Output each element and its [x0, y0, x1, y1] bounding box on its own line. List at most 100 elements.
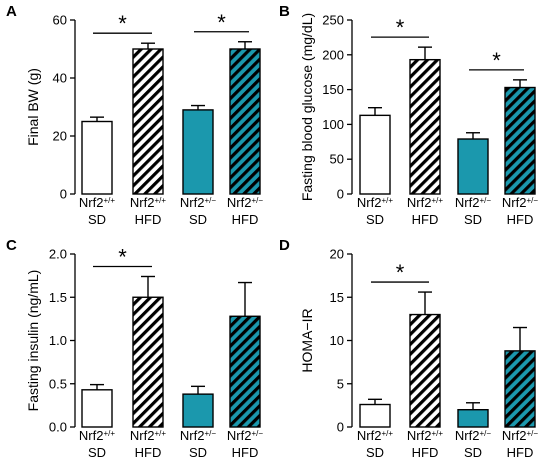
panel-letter: B	[279, 3, 290, 20]
genotype-superscript: +/−	[526, 429, 538, 438]
panel-d: D 0 5 10 15 20 HOMA−IR Nrf2+/+ SD Nrf2+/+ HFD Nrf2+…	[279, 237, 538, 460]
genotype-superscript: +/+	[381, 429, 393, 438]
genotype-superscript: +/+	[431, 196, 443, 205]
bar-sd-0	[81, 120, 113, 195]
category-label-genotype: Nrf2+/+	[130, 195, 166, 210]
category-label-diet: HFD	[232, 445, 259, 460]
category-label-diet: SD	[464, 212, 482, 227]
category-label-diet: SD	[464, 445, 482, 460]
genotype-superscript: +/+	[103, 196, 115, 205]
y-tick-label: 50	[330, 152, 344, 167]
y-axis-title: Fasting insulin (ng/mL)	[25, 270, 41, 412]
category-label-diet: SD	[88, 212, 106, 227]
y-tick-label: 250	[322, 13, 344, 28]
category-label-genotype: Nrf2+/−	[227, 195, 263, 210]
significance-star: *	[217, 10, 226, 35]
significance-star: *	[396, 260, 405, 285]
bar-sd-2	[182, 109, 214, 195]
genotype-superscript: +/+	[154, 196, 166, 205]
bar-sd-2	[457, 409, 489, 428]
y-tick-label: 0	[337, 187, 344, 202]
category-label-genotype: Nrf2+/+	[357, 195, 393, 210]
y-tick-label: 0	[337, 420, 344, 435]
y-tick-label: 0.0	[49, 420, 67, 435]
bar-sd-0	[359, 114, 391, 195]
panel-b: B 0 50 100 150 200 250 Fasting blood glucose (m…	[279, 3, 538, 227]
y-tick-label: 150	[322, 82, 344, 97]
bar-sd-2	[182, 393, 214, 428]
significance-star: *	[118, 11, 127, 36]
y-tick-label: 0.5	[49, 376, 67, 391]
y-tick-label: 1.5	[49, 290, 67, 305]
bar-hfd-1	[409, 58, 441, 195]
bar-hfd-3	[229, 315, 261, 428]
y-tick-label: 2.0	[49, 247, 67, 262]
category-label-genotype: Nrf2+/+	[357, 428, 393, 443]
panel-c: C 0.0 0.5 1.0 1.5 2.0 Fasting insulin (ng/mL) N…	[6, 237, 263, 460]
y-axis-title: Fasting blood glucose (mg/dL)	[299, 13, 315, 201]
bar-hfd-1	[409, 313, 441, 428]
bar-hfd-1	[132, 48, 164, 195]
category-label-diet: HFD	[232, 212, 259, 227]
genotype-superscript: +/−	[479, 429, 491, 438]
y-axis-title: Final BW (g)	[25, 68, 41, 146]
genotype-superscript: +/−	[204, 429, 216, 438]
y-tick-label: 15	[330, 290, 344, 305]
bar-sd-0	[81, 389, 113, 428]
bar-sd-0	[359, 403, 391, 428]
panel-a: A 0 20 40 60 Final BW (g) Nrf2+/+ SD Nrf2+/+ HFD N…	[6, 3, 263, 227]
category-label-genotype: Nrf2+/−	[455, 195, 491, 210]
bar-hfd-3	[504, 86, 536, 195]
genotype-superscript: +/−	[204, 196, 216, 205]
category-label-genotype: Nrf2+/−	[227, 428, 263, 443]
significance-star: *	[492, 48, 501, 73]
category-label-genotype: Nrf2+/+	[130, 428, 166, 443]
y-tick-label: 40	[53, 71, 67, 86]
category-label-diet: SD	[366, 212, 384, 227]
category-label-diet: HFD	[135, 212, 162, 227]
category-label-genotype: Nrf2+/−	[502, 195, 538, 210]
genotype-superscript: +/−	[251, 429, 263, 438]
panel-letter: C	[6, 237, 17, 254]
genotype-superscript: +/+	[431, 429, 443, 438]
significance-star: *	[396, 15, 405, 40]
bar-hfd-1	[132, 296, 164, 428]
category-label-genotype: Nrf2+/−	[180, 195, 216, 210]
bar-hfd-3	[229, 48, 261, 195]
category-label-genotype: Nrf2+/+	[407, 195, 443, 210]
category-label-diet: SD	[189, 212, 207, 227]
panel-letter: A	[6, 3, 17, 20]
category-label-genotype: Nrf2+/+	[79, 428, 115, 443]
category-label-genotype: Nrf2+/+	[407, 428, 443, 443]
category-label-genotype: Nrf2+/+	[79, 195, 115, 210]
genotype-superscript: +/−	[251, 196, 263, 205]
genotype-superscript: +/+	[381, 196, 393, 205]
y-tick-label: 20	[330, 247, 344, 262]
y-axis-title: HOMA−IR	[299, 308, 315, 372]
y-tick-label: 100	[322, 117, 344, 132]
category-label-diet: HFD	[412, 445, 439, 460]
significance-star: *	[118, 244, 127, 269]
y-tick-label: 0	[60, 187, 67, 202]
y-tick-label: 1.0	[49, 333, 67, 348]
category-label-diet: SD	[366, 445, 384, 460]
y-tick-label: 200	[322, 47, 344, 62]
y-tick-label: 60	[53, 13, 67, 28]
category-label-diet: HFD	[412, 212, 439, 227]
category-label-diet: HFD	[507, 212, 534, 227]
y-tick-label: 10	[330, 333, 344, 348]
category-label-diet: HFD	[135, 445, 162, 460]
genotype-superscript: +/+	[103, 429, 115, 438]
panel-letter: D	[279, 237, 290, 254]
genotype-superscript: +/−	[526, 196, 538, 205]
category-label-diet: HFD	[507, 445, 534, 460]
bar-hfd-3	[504, 350, 536, 428]
category-label-genotype: Nrf2+/−	[180, 428, 216, 443]
genotype-superscript: +/−	[479, 196, 491, 205]
category-label-genotype: Nrf2+/−	[502, 428, 538, 443]
category-label-diet: SD	[88, 445, 106, 460]
bar-sd-2	[457, 138, 489, 195]
genotype-superscript: +/+	[154, 429, 166, 438]
y-tick-label: 5	[337, 376, 344, 391]
